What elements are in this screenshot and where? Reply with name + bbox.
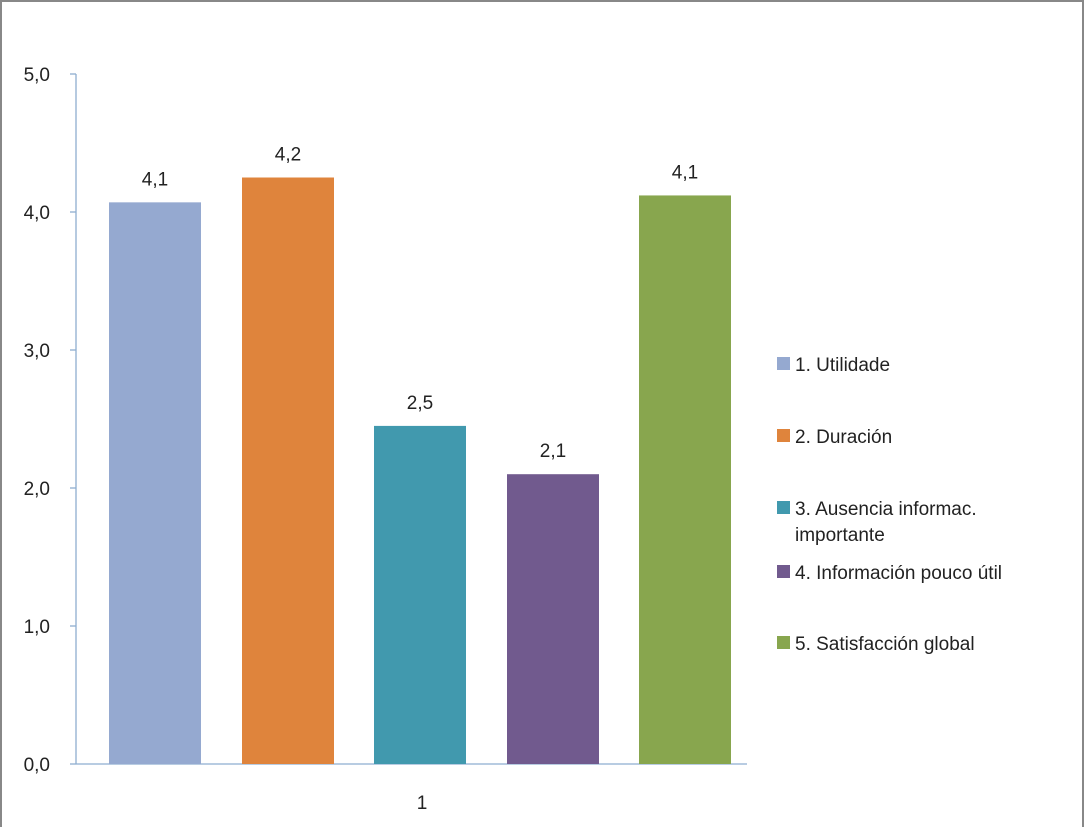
- legend-swatch-2: [777, 429, 790, 442]
- y-tick-label: 1,0: [24, 617, 50, 638]
- legend-swatch-3: [777, 501, 790, 514]
- bar-1: [109, 202, 201, 765]
- data-label-1: 4,1: [142, 169, 168, 190]
- data-label-3: 2,5: [407, 393, 433, 414]
- legend-label-5: 5. Satisfacción global: [795, 634, 975, 655]
- data-label-2: 4,2: [275, 145, 301, 166]
- data-label-4: 2,1: [540, 441, 566, 462]
- y-tick-label: 4,0: [24, 203, 50, 224]
- bar-5: [639, 195, 731, 764]
- bar-4: [507, 474, 599, 764]
- legend-label-1: 1. Utilidade: [795, 355, 890, 376]
- y-tick-label: 5,0: [24, 65, 50, 86]
- bar-3: [374, 425, 466, 764]
- y-tick-label: 2,0: [24, 479, 50, 500]
- bar-2: [242, 177, 334, 764]
- legend-label-3: 3. Ausencia informac.: [795, 499, 977, 520]
- legend-label-3: importante: [795, 525, 885, 546]
- legend-label-4: 4. Información pouco útil: [795, 563, 1002, 584]
- legend-label-2: 2. Duración: [795, 427, 892, 448]
- legend-swatch-4: [777, 565, 790, 578]
- y-tick-label: 0,0: [24, 755, 50, 776]
- legend-swatch-5: [777, 636, 790, 649]
- legend-swatch-1: [777, 357, 790, 370]
- data-label-5: 4,1: [672, 162, 698, 183]
- x-tick-label: 1: [417, 793, 428, 814]
- y-tick-label: 3,0: [24, 341, 50, 362]
